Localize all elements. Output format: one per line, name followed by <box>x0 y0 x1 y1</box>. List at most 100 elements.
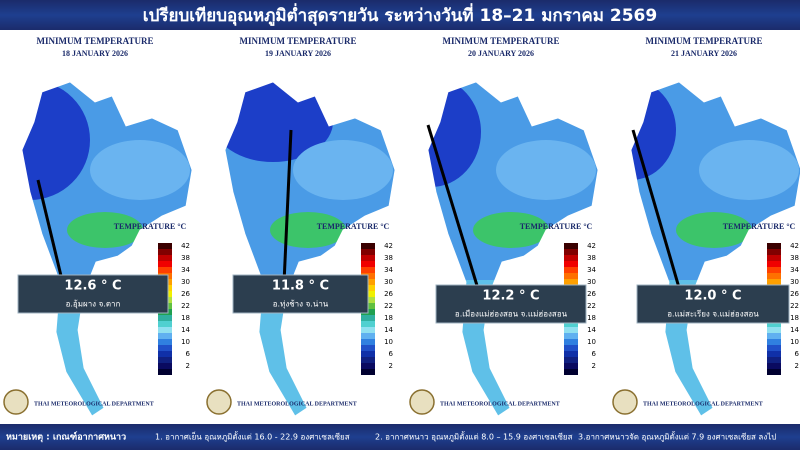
scale-label: 18 <box>587 314 596 322</box>
scale-swatch <box>767 273 781 279</box>
scale-swatch <box>361 327 375 333</box>
scale-swatch <box>767 357 781 363</box>
min-temp: 12.0 ° C <box>684 289 741 304</box>
department: THAI METEOROLOGICAL DEPARTMENT <box>237 401 357 407</box>
scale-swatch <box>767 261 781 267</box>
scale-label: 26 <box>587 290 596 298</box>
scale-label: 38 <box>790 254 799 262</box>
scale-swatch <box>361 351 375 357</box>
scale-swatch <box>767 249 781 255</box>
scale-swatch <box>361 345 375 351</box>
scale-swatch <box>564 357 578 363</box>
department: THAI METEOROLOGICAL DEPARTMENT <box>643 401 763 407</box>
scale-swatch <box>158 339 172 345</box>
callout-box <box>232 274 369 314</box>
scale-swatch <box>361 261 375 267</box>
scale-swatch <box>361 249 375 255</box>
scale-label: 6 <box>592 350 597 358</box>
scale-label: 34 <box>384 266 393 274</box>
scale-label: 22 <box>587 302 596 310</box>
scale-label: 2 <box>795 362 799 370</box>
scale-label: 26 <box>181 290 190 298</box>
scale-swatch <box>361 363 375 369</box>
scale-swatch <box>564 261 578 267</box>
scale-swatch <box>767 339 781 345</box>
callout-box <box>636 284 790 324</box>
callout-box <box>17 274 169 314</box>
scale-swatch <box>158 315 172 321</box>
scale-swatch <box>564 255 578 261</box>
scale-label: 10 <box>384 338 393 346</box>
scale-title: TEMPERATURE °C <box>114 222 187 231</box>
scale-swatch <box>767 321 781 327</box>
scale-label: 30 <box>790 278 799 286</box>
scale-swatch <box>564 243 578 249</box>
scale-label: 18 <box>181 314 190 322</box>
tmd-logo <box>409 389 435 415</box>
scale-label: 42 <box>790 242 799 250</box>
scale-swatch <box>361 315 375 321</box>
scale-label: 30 <box>587 278 596 286</box>
scale-swatch <box>361 255 375 261</box>
scale-swatch <box>361 321 375 327</box>
footer-bar <box>0 424 800 450</box>
scale-label: 6 <box>186 350 191 358</box>
scale-title: TEMPERATURE °C <box>317 222 390 231</box>
scale-label: 2 <box>592 362 596 370</box>
scale-swatch <box>564 333 578 339</box>
department: THAI METEOROLOGICAL DEPARTMENT <box>440 401 560 407</box>
scale-label: 42 <box>587 242 596 250</box>
scale-label: 18 <box>790 314 799 322</box>
scale-swatch <box>158 345 172 351</box>
scale-label: 42 <box>384 242 393 250</box>
station: อ.เมืองแม่ฮ่องสอน จ.แม่ฮ่องสอน <box>455 310 568 319</box>
scale-label: 42 <box>181 242 190 250</box>
scale-swatch <box>767 369 781 375</box>
scale-swatch <box>767 351 781 357</box>
scale-swatch <box>158 363 172 369</box>
map-panel: MINIMUM TEMPERATURE 20 JANUARY 2026 TEMPER… <box>406 30 604 422</box>
scale-swatch <box>361 339 375 345</box>
scale-label: 14 <box>587 326 596 334</box>
pointer-line <box>426 124 488 316</box>
tmd-logo <box>206 389 232 415</box>
scale-label: 30 <box>384 278 393 286</box>
title-bar <box>0 0 800 30</box>
scale-label: 2 <box>389 362 393 370</box>
panels: MINIMUM TEMPERATURE 18 JANUARY 2026 TEMPER… <box>0 30 800 422</box>
scale-swatch <box>564 369 578 375</box>
map-panel: MINIMUM TEMPERATURE 18 JANUARY 2026 TEMPER… <box>0 30 198 422</box>
map-warm-zone <box>67 212 143 248</box>
tmd-logo <box>612 389 638 415</box>
pointer-line <box>631 129 689 316</box>
map-mid-zone <box>90 140 190 200</box>
panel-date: 21 JANUARY 2026 <box>671 49 737 58</box>
panel-heading: MINIMUM TEMPERATURE <box>646 36 763 46</box>
scale-swatch <box>158 357 172 363</box>
scale-swatch <box>767 333 781 339</box>
scale-swatch <box>767 279 781 285</box>
scale-swatch <box>767 267 781 273</box>
scale-label: 30 <box>181 278 190 286</box>
scale-swatch <box>564 339 578 345</box>
scale-title: TEMPERATURE °C <box>723 222 796 231</box>
scale-swatch <box>767 255 781 261</box>
scale-swatch <box>564 321 578 327</box>
map-cold-zone <box>225 82 333 162</box>
scale-title: TEMPERATURE °C <box>520 222 593 231</box>
panel-heading: MINIMUM TEMPERATURE <box>240 36 357 46</box>
scale-label: 14 <box>181 326 190 334</box>
scale-label: 34 <box>181 266 190 274</box>
scale-label: 14 <box>384 326 393 334</box>
scale-swatch <box>158 351 172 357</box>
scale-swatch <box>564 249 578 255</box>
scale-swatch <box>158 255 172 261</box>
scale-swatch <box>767 327 781 333</box>
map-cold-zone <box>631 82 676 180</box>
map-cold-zone <box>22 82 90 200</box>
scale-label: 18 <box>384 314 393 322</box>
station: อ.ทุ่งช้าง จ.น่าน <box>273 300 329 309</box>
scale-label: 10 <box>587 338 596 346</box>
scale-swatch <box>158 333 172 339</box>
